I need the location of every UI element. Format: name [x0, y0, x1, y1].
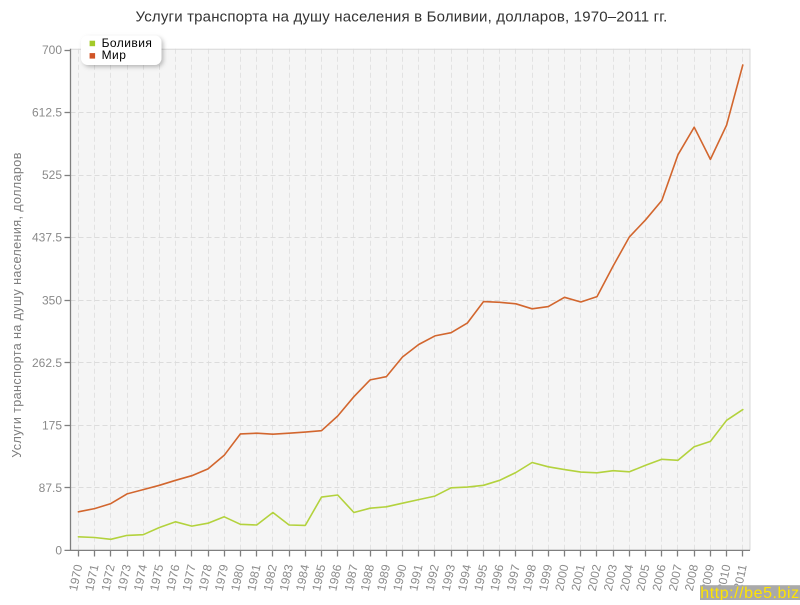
svg-text:262.5: 262.5 — [32, 356, 62, 370]
svg-text:1979: 1979 — [212, 563, 231, 592]
svg-text:2002: 2002 — [585, 563, 604, 592]
svg-text:1996: 1996 — [487, 563, 506, 592]
svg-text:700: 700 — [42, 43, 62, 57]
svg-text:1991: 1991 — [406, 563, 425, 592]
svg-text:0: 0 — [55, 544, 62, 558]
svg-text:1981: 1981 — [244, 563, 263, 592]
svg-text:2010: 2010 — [714, 563, 733, 592]
svg-text:175: 175 — [42, 418, 62, 432]
svg-text:1999: 1999 — [536, 563, 555, 592]
svg-text:1987: 1987 — [342, 563, 361, 592]
svg-text:2003: 2003 — [601, 563, 620, 592]
svg-text:1993: 1993 — [439, 563, 458, 592]
svg-text:1995: 1995 — [471, 563, 490, 592]
svg-text:1976: 1976 — [163, 563, 182, 592]
svg-text:1989: 1989 — [374, 563, 393, 592]
svg-text:2007: 2007 — [666, 563, 685, 592]
svg-text:437.5: 437.5 — [32, 231, 62, 245]
svg-text:2011: 2011 — [731, 563, 750, 591]
svg-text:2004: 2004 — [617, 563, 636, 592]
svg-text:1978: 1978 — [196, 563, 215, 592]
svg-text:1998: 1998 — [520, 563, 539, 592]
svg-text:1980: 1980 — [228, 563, 247, 592]
svg-text:Услуги транспорта на душу насе: Услуги транспорта на душу населения в Бо… — [136, 9, 668, 26]
svg-text:1992: 1992 — [423, 563, 442, 592]
svg-text:1982: 1982 — [261, 563, 280, 592]
svg-text:525: 525 — [42, 168, 62, 182]
svg-text:Услуги транспорта на душу насе: Услуги транспорта на душу населения, дол… — [10, 152, 24, 458]
svg-text:1970: 1970 — [66, 563, 85, 592]
svg-text:1986: 1986 — [325, 563, 344, 592]
svg-text:1997: 1997 — [504, 563, 523, 592]
svg-text:1994: 1994 — [455, 563, 474, 592]
svg-text:2006: 2006 — [649, 563, 668, 592]
svg-text:2009: 2009 — [698, 563, 717, 592]
svg-text:1973: 1973 — [115, 563, 134, 592]
svg-text:1975: 1975 — [147, 563, 166, 592]
svg-text:1983: 1983 — [277, 563, 296, 592]
svg-text:1984: 1984 — [293, 563, 312, 592]
svg-text:612.5: 612.5 — [32, 106, 62, 120]
svg-text:http://be5.biz/: http://be5.biz/ — [700, 585, 800, 600]
svg-text:350: 350 — [42, 293, 62, 307]
svg-text:1974: 1974 — [131, 563, 150, 592]
svg-text:Мир: Мир — [102, 48, 127, 62]
svg-text:1985: 1985 — [309, 563, 328, 592]
svg-text:1990: 1990 — [390, 563, 409, 592]
svg-text:2008: 2008 — [682, 563, 701, 592]
svg-text:2000: 2000 — [552, 563, 571, 592]
svg-text:1972: 1972 — [98, 563, 117, 592]
svg-text:87.5: 87.5 — [39, 481, 63, 495]
svg-text:2005: 2005 — [633, 563, 652, 592]
svg-text:1988: 1988 — [358, 563, 377, 592]
svg-text:1971: 1971 — [82, 563, 101, 592]
svg-text:Боливия: Боливия — [102, 36, 153, 50]
svg-text:1977: 1977 — [179, 563, 198, 592]
svg-text:2001: 2001 — [568, 563, 587, 592]
